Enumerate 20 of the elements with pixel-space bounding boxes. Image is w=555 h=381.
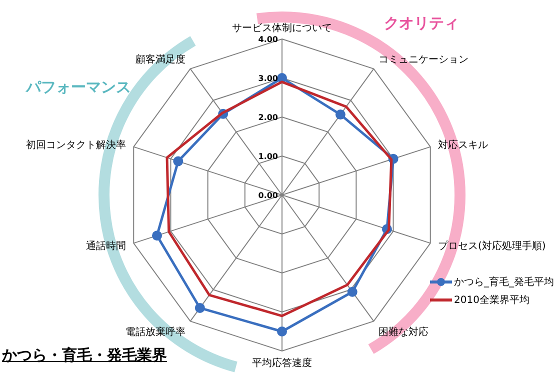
legend-label: かつら_育毛_発毛平均 bbox=[454, 276, 554, 289]
y-tick-label: 3.00 bbox=[258, 74, 278, 83]
y-tick-label: 0.00 bbox=[258, 191, 278, 200]
y-tick-label: 2.00 bbox=[258, 113, 278, 122]
text: パフォーマンス bbox=[26, 78, 131, 97]
text: かつら・育毛・発毛業界 bbox=[2, 346, 167, 365]
y-tick-label: 1.00 bbox=[258, 152, 278, 161]
spoke-label: 平均応答速度 bbox=[252, 357, 312, 370]
spoke-label: 顧客満足度 bbox=[136, 53, 186, 66]
spoke-label: 対応スキル bbox=[438, 138, 488, 151]
legend-label: 2010全業界平均 bbox=[454, 294, 530, 307]
text: クオリティ bbox=[384, 14, 459, 33]
spoke-label: 電話放棄呼率 bbox=[126, 326, 186, 338]
spoke-label: プロセス(対応処理手順) bbox=[438, 240, 546, 252]
y-tick-label: 4.00 bbox=[258, 35, 278, 44]
spoke-label: サービス体制について bbox=[232, 22, 332, 34]
spoke-label: 困難な対応 bbox=[378, 326, 428, 338]
spoke-label: 初回コンタクト解決率 bbox=[26, 138, 126, 151]
spoke-label: 通話時間 bbox=[86, 240, 126, 252]
spoke-label: コミュニケーション bbox=[378, 54, 468, 66]
